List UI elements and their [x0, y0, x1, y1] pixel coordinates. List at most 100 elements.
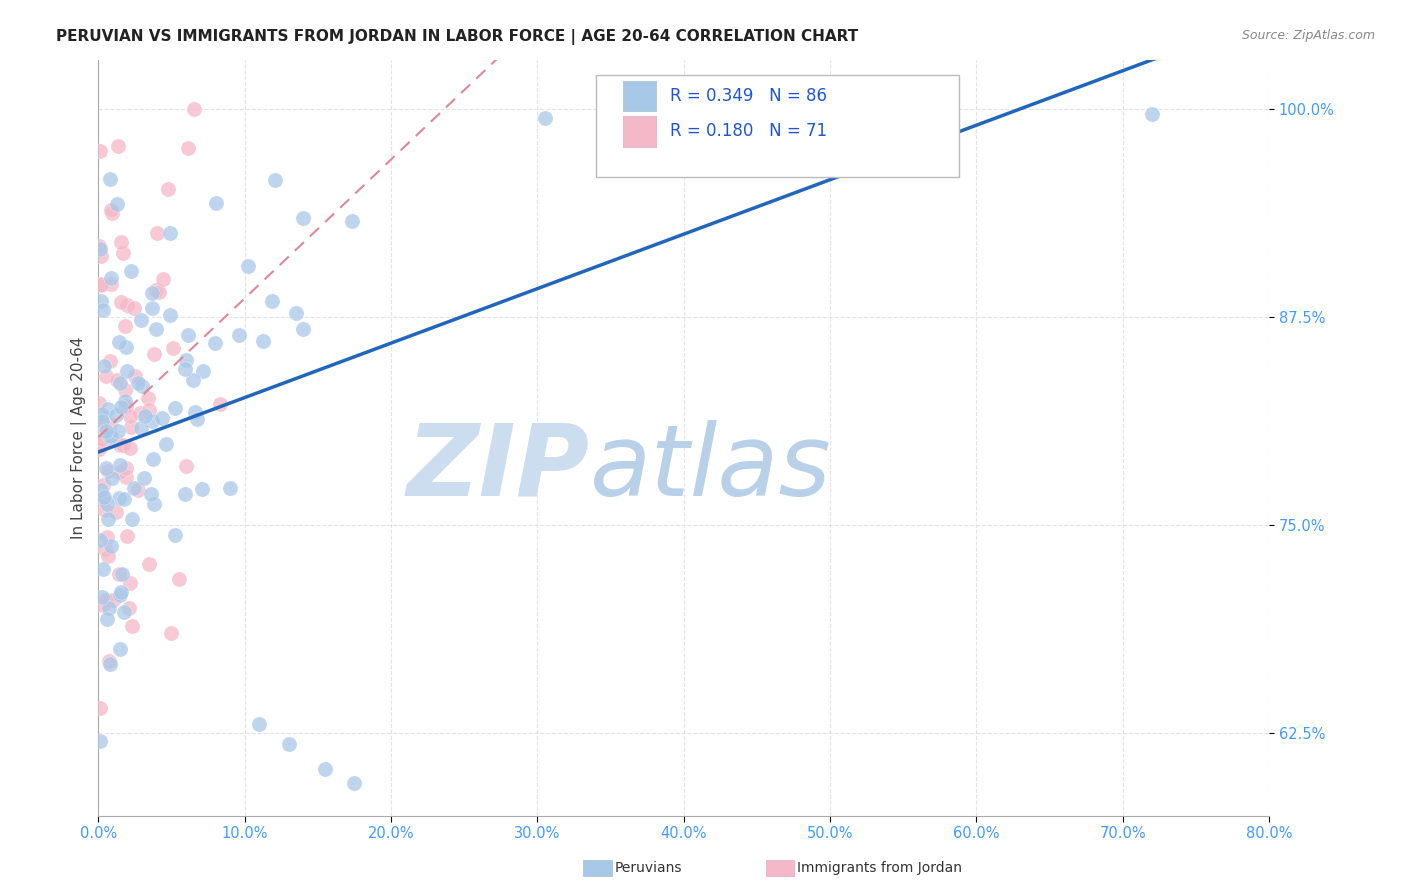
Point	[87, 239, 110, 253]
Point	[277, 738, 299, 752]
Point	[91, 598, 114, 612]
Point	[105, 196, 128, 211]
FancyBboxPatch shape	[596, 75, 959, 177]
Point	[177, 327, 200, 342]
Point	[184, 404, 207, 418]
Point	[94, 502, 117, 516]
Point	[219, 481, 242, 495]
Point	[96, 464, 118, 478]
Point	[91, 590, 114, 604]
Point	[115, 470, 138, 484]
Point	[122, 481, 145, 495]
Point	[108, 588, 131, 602]
Point	[96, 530, 118, 544]
Point	[110, 466, 132, 480]
Point	[121, 512, 143, 526]
Point	[93, 491, 115, 505]
Point	[112, 491, 135, 506]
Point	[93, 477, 115, 491]
Point	[107, 424, 129, 438]
Point	[204, 336, 226, 351]
Point	[138, 403, 160, 417]
Point	[142, 346, 165, 360]
Point	[247, 717, 270, 731]
Text: Source: ZipAtlas.com: Source: ZipAtlas.com	[1241, 29, 1375, 42]
Point	[134, 471, 156, 485]
Point	[155, 437, 177, 451]
Point	[139, 487, 162, 501]
Bar	[623, 116, 655, 146]
Point	[100, 539, 122, 553]
Point	[100, 270, 122, 285]
Text: ZIP: ZIP	[408, 419, 591, 516]
Point	[90, 407, 112, 421]
Point	[177, 141, 200, 155]
Point	[108, 438, 131, 452]
Point	[89, 733, 111, 747]
Text: R = 0.180   N = 71: R = 0.180 N = 71	[669, 122, 827, 140]
Point	[156, 182, 179, 196]
Point	[118, 600, 141, 615]
Point	[110, 585, 132, 599]
Point	[94, 542, 117, 557]
Point	[100, 417, 122, 431]
Point	[101, 471, 124, 485]
Text: atlas: atlas	[591, 419, 832, 516]
Point	[98, 430, 121, 444]
Point	[141, 285, 163, 300]
Point	[114, 393, 136, 408]
Point	[91, 433, 114, 447]
Point	[108, 376, 131, 391]
Point	[90, 277, 112, 292]
Point	[104, 408, 127, 422]
Point	[120, 420, 142, 434]
Point	[98, 171, 121, 186]
Point	[228, 328, 250, 343]
Point	[159, 226, 181, 240]
Point	[150, 411, 173, 425]
Point	[94, 461, 117, 475]
Point	[93, 492, 115, 507]
Point	[134, 409, 156, 423]
Point	[115, 297, 138, 311]
Point	[236, 259, 259, 273]
Point	[114, 341, 136, 355]
Text: R = 0.349   N = 86: R = 0.349 N = 86	[669, 87, 827, 105]
Point	[165, 401, 187, 415]
Point	[148, 285, 170, 299]
Bar	[623, 81, 655, 111]
Point	[91, 414, 114, 428]
Point	[110, 295, 132, 310]
Point	[100, 277, 122, 292]
Text: Immigrants from Jordan: Immigrants from Jordan	[797, 861, 962, 875]
Point	[115, 529, 138, 543]
Point	[107, 334, 129, 349]
Point	[91, 417, 114, 432]
Point	[114, 383, 136, 397]
Point	[98, 353, 121, 368]
Point	[110, 235, 132, 249]
Point	[98, 600, 121, 615]
Point	[87, 442, 110, 456]
Point	[142, 452, 165, 467]
Point	[107, 138, 129, 153]
Point	[262, 294, 284, 309]
Point	[90, 409, 112, 424]
Point	[120, 409, 142, 423]
Point	[89, 533, 111, 548]
Point	[89, 242, 111, 256]
Point	[115, 399, 138, 413]
Point	[152, 272, 174, 286]
Point	[90, 294, 112, 309]
Point	[101, 593, 124, 607]
Point	[173, 361, 195, 376]
Point	[93, 359, 115, 373]
Point	[159, 308, 181, 322]
Point	[131, 378, 153, 392]
Point	[636, 114, 658, 128]
Point	[97, 654, 120, 668]
Point	[87, 396, 110, 410]
Point	[100, 206, 122, 220]
Point	[127, 483, 149, 498]
Point	[145, 284, 167, 298]
